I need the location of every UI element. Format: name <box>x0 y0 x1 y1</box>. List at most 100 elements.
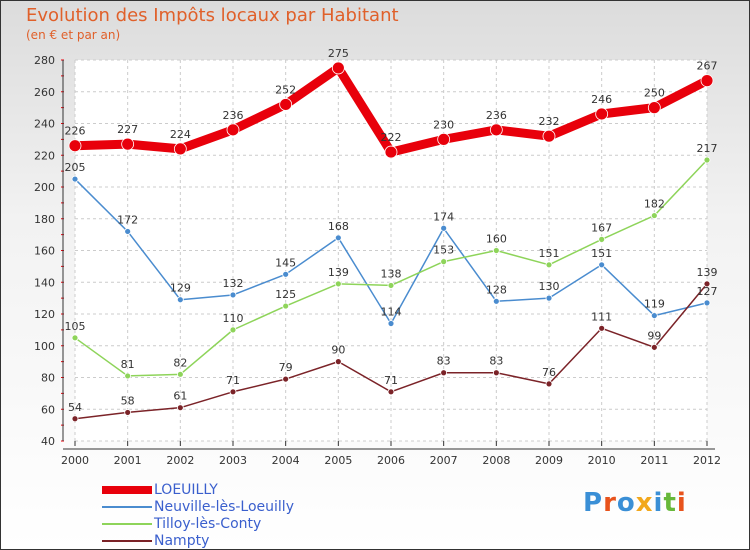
data-point <box>334 280 342 288</box>
data-label: 82 <box>173 356 187 369</box>
data-label: 217 <box>697 142 718 155</box>
data-point <box>703 156 711 164</box>
data-point <box>545 294 553 302</box>
data-point <box>124 409 132 416</box>
data-label: 119 <box>644 298 665 311</box>
data-point <box>440 258 448 266</box>
data-label: 250 <box>644 87 665 100</box>
data-label: 114 <box>381 306 402 319</box>
data-point <box>437 132 451 146</box>
y-tick-label: 140 <box>34 276 55 289</box>
y-tick-label: 160 <box>34 245 55 258</box>
legend-swatch-tilloy <box>102 523 152 525</box>
data-label: 246 <box>591 93 612 106</box>
data-point <box>545 380 553 388</box>
x-tick-label: 2005 <box>324 454 352 467</box>
data-point <box>71 175 79 183</box>
data-label: 226 <box>65 125 86 138</box>
logo-letter: x <box>635 488 654 518</box>
data-label: 128 <box>486 283 507 296</box>
data-label: 222 <box>381 131 402 144</box>
data-point <box>489 123 503 137</box>
x-tick-label: 2002 <box>166 454 194 467</box>
x-tick-label: 2006 <box>377 454 405 467</box>
legend-swatch-nampty <box>102 540 152 542</box>
data-point <box>282 302 290 310</box>
data-label: 81 <box>121 358 135 371</box>
logo-letter: t <box>663 488 677 518</box>
data-label: 105 <box>65 320 86 333</box>
data-label: 83 <box>437 355 451 368</box>
data-label: 227 <box>117 123 138 136</box>
data-point <box>282 375 290 383</box>
data-point <box>229 291 237 299</box>
data-point <box>176 370 184 378</box>
data-point <box>703 280 711 288</box>
data-point <box>124 228 132 235</box>
y-tick-label: 120 <box>34 308 55 321</box>
data-label: 58 <box>121 394 135 407</box>
y-tick-label: 80 <box>41 372 55 385</box>
data-point <box>176 404 184 412</box>
x-tick-label: 2001 <box>114 454 142 467</box>
logo-letter: i <box>653 488 664 518</box>
chart-title: Evolution des Impôts locaux par Habitant <box>26 5 399 26</box>
y-tick-label: 60 <box>41 403 55 416</box>
y-tick-label: 240 <box>34 118 55 131</box>
x-tick-label: 2011 <box>640 454 668 467</box>
data-label: 167 <box>591 221 612 234</box>
x-tick-label: 2008 <box>482 454 510 467</box>
data-point <box>68 139 82 153</box>
data-point <box>650 312 658 319</box>
chart-subtitle: (en € et par an) <box>26 28 121 42</box>
data-label: 160 <box>486 233 507 246</box>
data-point <box>542 129 556 143</box>
data-point <box>334 234 342 242</box>
data-point <box>226 123 240 137</box>
data-label: 153 <box>433 244 454 257</box>
y-tick-label: 220 <box>34 149 55 162</box>
series-lines <box>68 61 714 423</box>
data-labels: 226 227 224 236 252 275 222 230 236 232 246 250 267 2… <box>65 47 718 414</box>
data-point <box>124 372 132 380</box>
proxiti-logo: Proxiti <box>583 488 687 518</box>
data-point <box>650 212 658 219</box>
data-point <box>334 358 342 366</box>
data-point <box>595 107 609 121</box>
y-tick-label: 180 <box>34 213 55 226</box>
data-point <box>440 369 448 377</box>
logo-letter: r <box>603 488 617 518</box>
data-label: 127 <box>697 285 718 298</box>
legend-swatch-neuville <box>102 506 152 508</box>
data-point <box>700 74 714 88</box>
data-label: 90 <box>331 344 345 357</box>
data-label: 182 <box>644 198 665 211</box>
data-label: 130 <box>539 280 560 293</box>
data-label: 129 <box>170 282 191 295</box>
data-label: 224 <box>170 128 191 141</box>
x-tick-label: 2003 <box>219 454 247 467</box>
x-tick-label: 2010 <box>588 454 616 467</box>
data-point <box>492 247 500 254</box>
y-tick-label: 200 <box>34 181 55 194</box>
data-label: 125 <box>275 288 296 301</box>
data-label: 174 <box>433 210 454 223</box>
axes: 40 60 80 100 120 140 160 180 200 220 240 260 280 2000… <box>34 54 721 467</box>
logo-letter: i <box>676 488 687 518</box>
data-point <box>387 282 395 289</box>
x-tick-label: 2012 <box>693 454 721 467</box>
data-label: 232 <box>539 115 560 128</box>
legend-label-loeuilly: LOEUILLY <box>154 482 218 498</box>
data-point <box>71 334 79 342</box>
x-tick-label: 2009 <box>535 454 563 467</box>
data-point <box>282 270 290 278</box>
legend-swatch-loeuilly <box>102 486 152 494</box>
x-tick-label: 2007 <box>430 454 458 467</box>
legend-label-neuville: Neuville-lès-Loeuilly <box>154 499 294 515</box>
y-tick-label: 260 <box>34 86 55 99</box>
data-label: 267 <box>697 60 718 73</box>
data-point <box>387 320 395 327</box>
data-label: 71 <box>226 374 240 387</box>
data-label: 236 <box>486 109 507 122</box>
